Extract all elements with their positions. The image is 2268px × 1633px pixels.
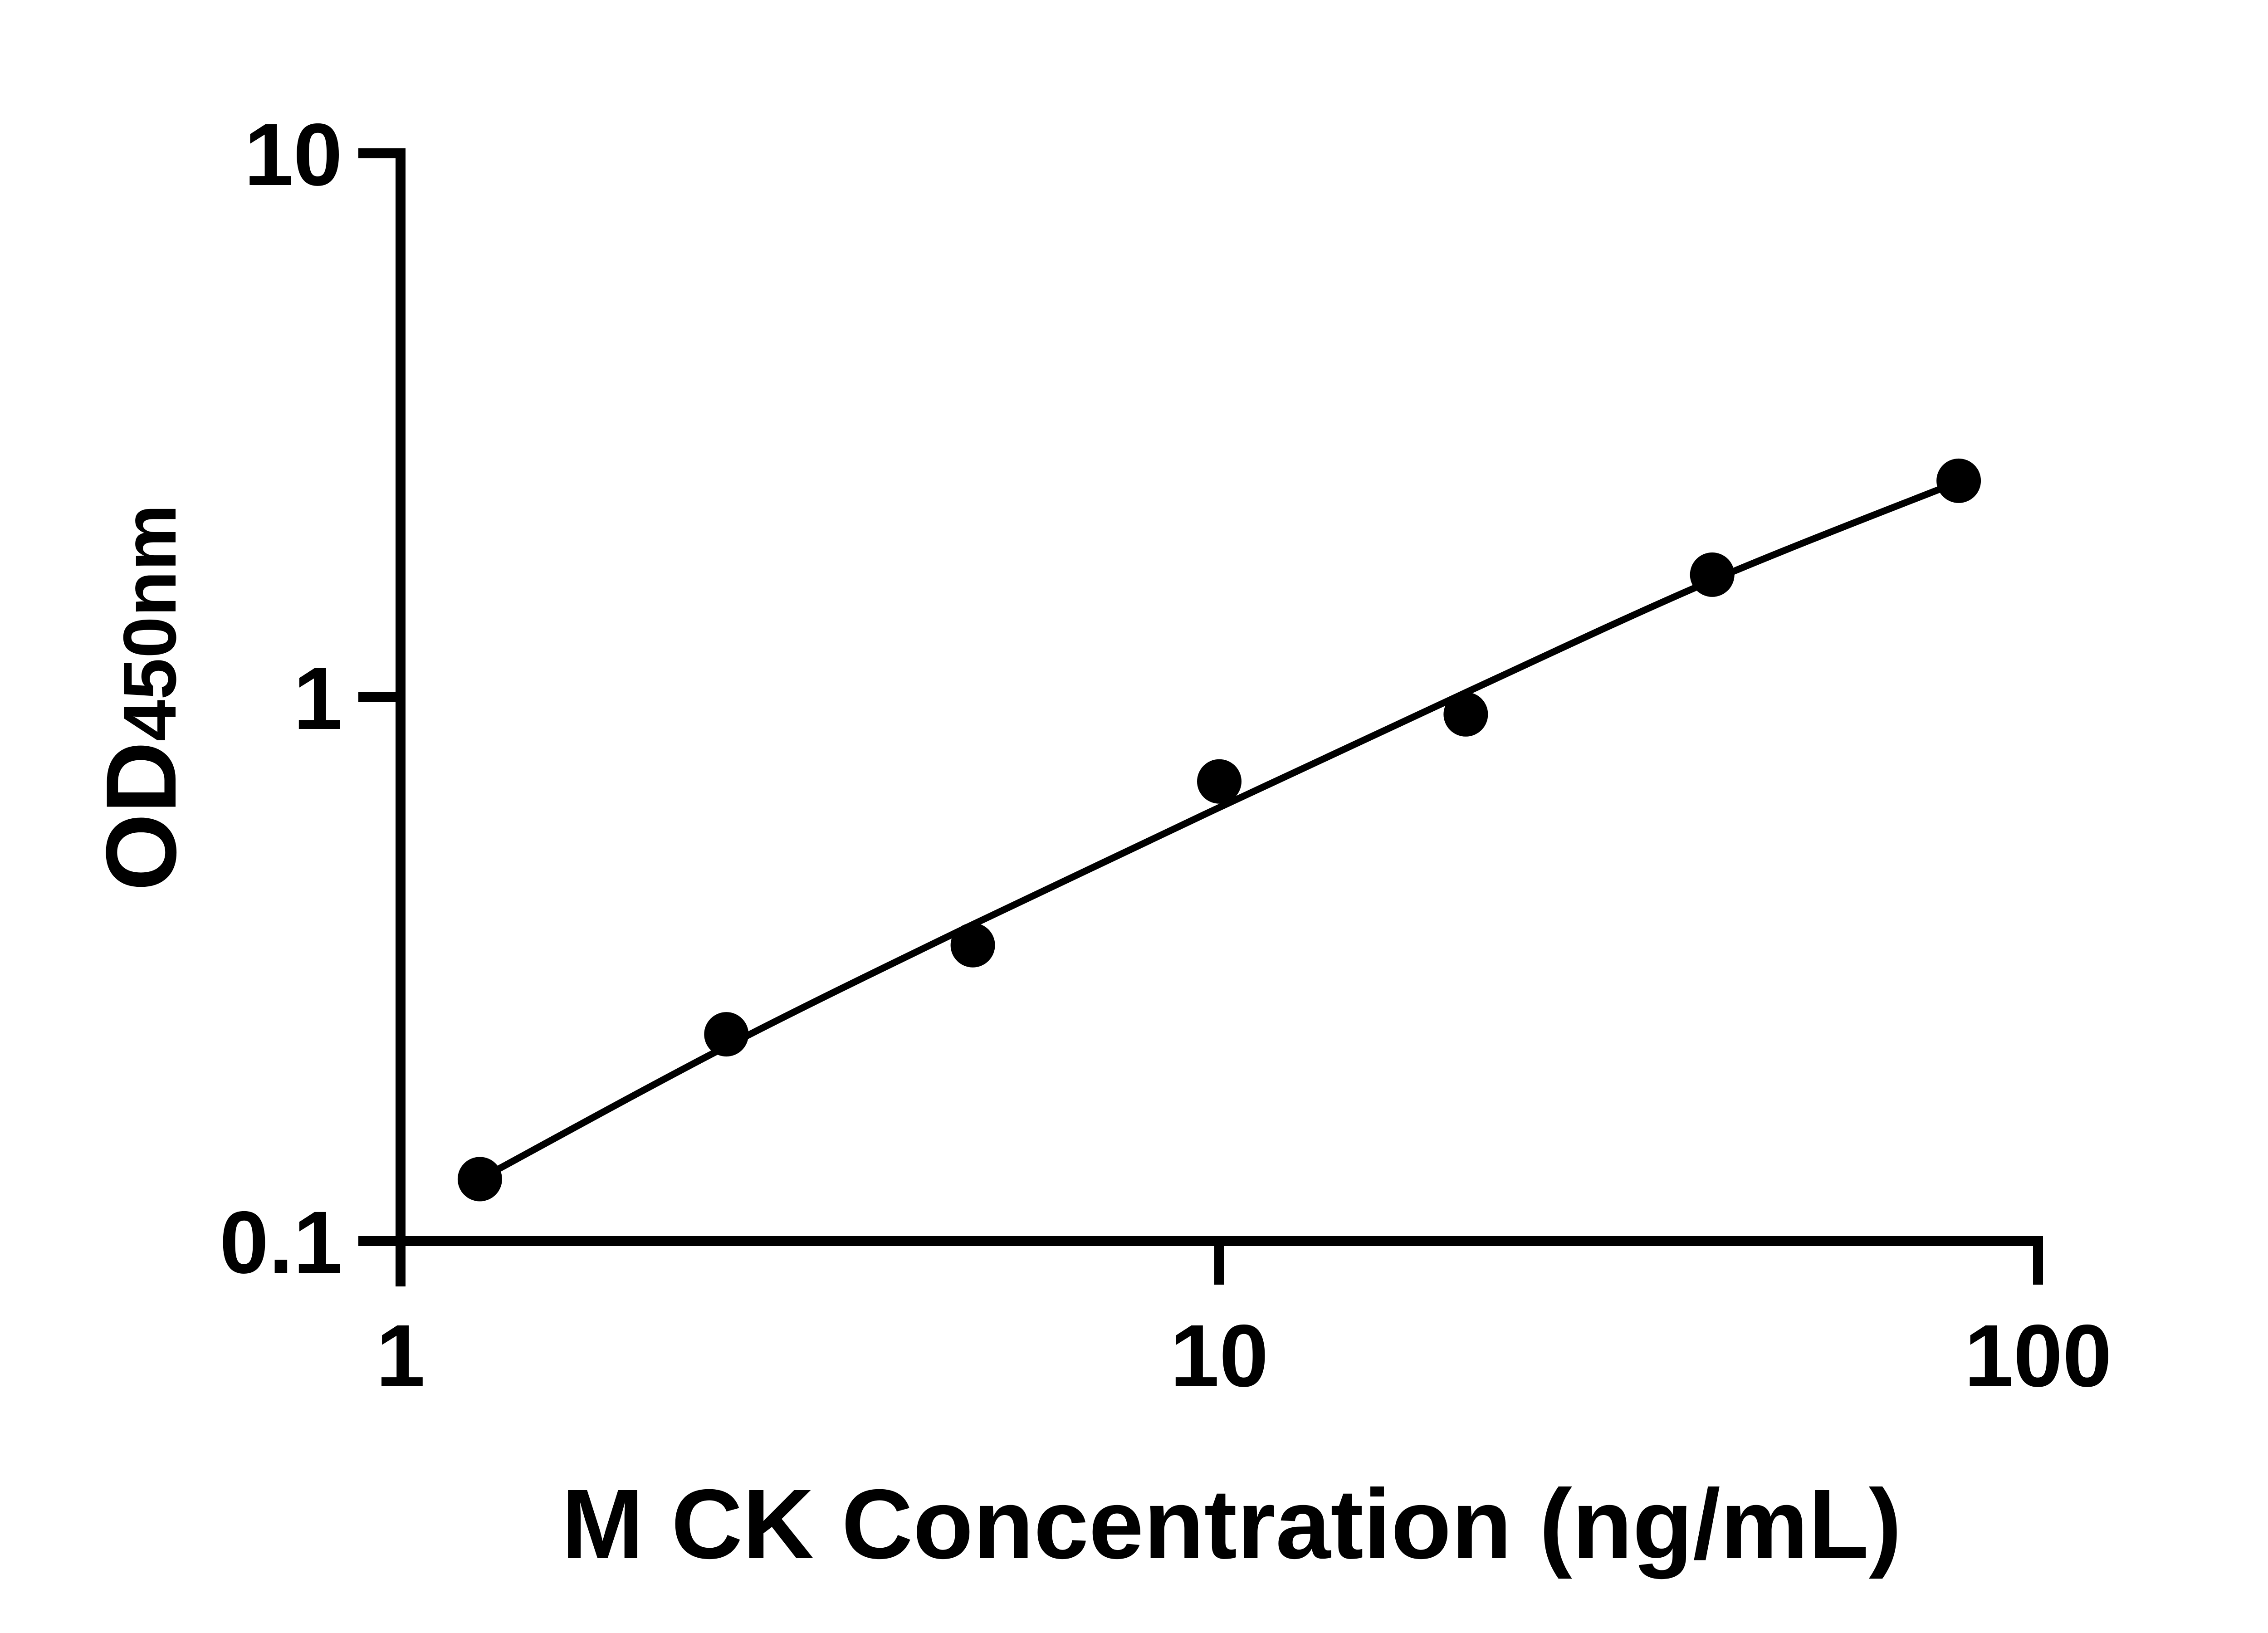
y-tick-label: 10	[244, 105, 342, 204]
y-axis-title-sub: 450nm	[108, 504, 191, 742]
y-tick-label: 0.1	[220, 1193, 342, 1292]
y-tick-label: 1	[293, 649, 342, 748]
data-point	[1443, 692, 1488, 737]
tick-labels: 1 10 100 0.1 1 10	[220, 105, 2112, 1405]
x-tick-label: 10	[1170, 1306, 1269, 1405]
x-axis-title: M CK Concentration (ng/mL)	[562, 1469, 1902, 1579]
data-point	[457, 1157, 502, 1202]
data-point	[1197, 759, 1242, 804]
data-point	[950, 923, 995, 968]
y-axis-title: OD450nm	[85, 504, 197, 891]
x-tick-label: 1	[376, 1306, 425, 1405]
data-points-layer	[457, 458, 1981, 1202]
x-tick-label: 100	[1964, 1306, 2112, 1405]
data-point	[1936, 458, 1981, 503]
data-point	[1690, 552, 1735, 597]
data-point	[704, 1012, 749, 1057]
y-axis-title-main: OD	[85, 741, 197, 891]
axes	[358, 148, 2043, 1286]
